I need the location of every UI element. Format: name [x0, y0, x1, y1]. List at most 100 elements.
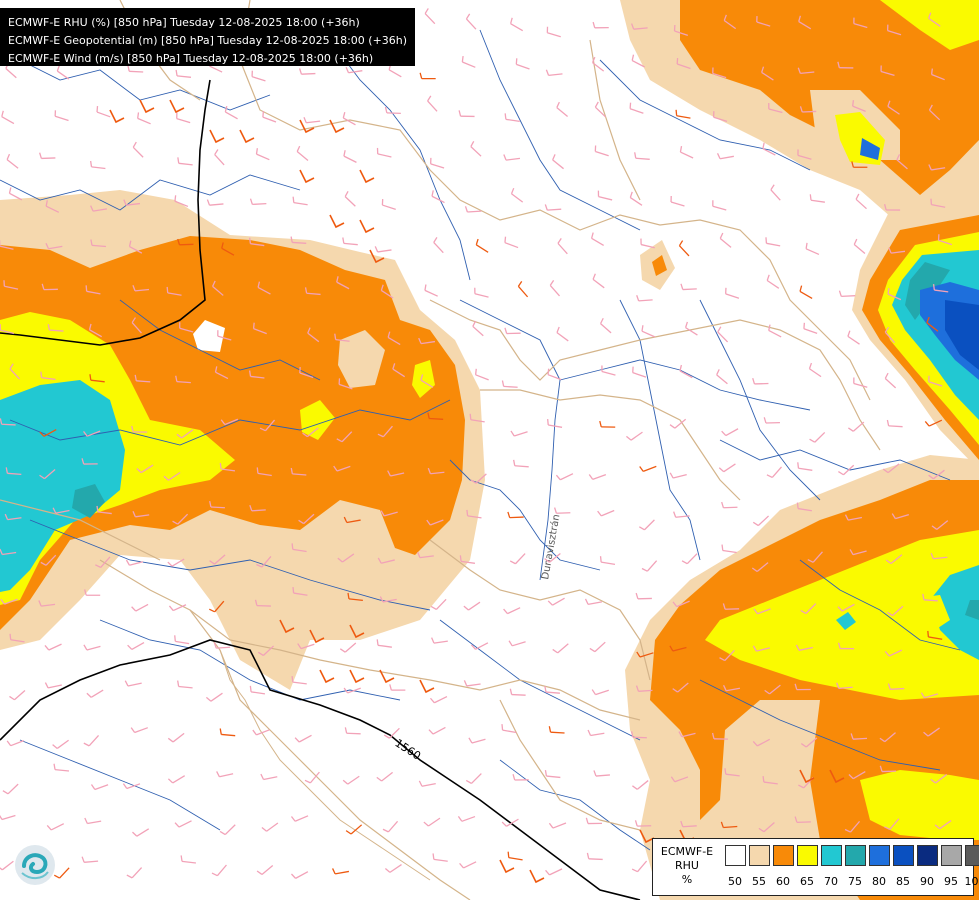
wind-barb [812, 551, 823, 563]
wind-barb [0, 245, 14, 250]
legend-level-label: 70 [824, 875, 838, 888]
wind-barb [936, 520, 949, 530]
wind-barb [756, 21, 771, 27]
wind-barb [713, 116, 728, 123]
wind-barb [474, 293, 489, 298]
wind-barb [430, 519, 444, 526]
wind-barb [591, 237, 604, 247]
wind-barb-feather [844, 514, 849, 521]
wind-barb [556, 332, 569, 342]
wind-barb-feather [501, 724, 504, 731]
wind-barb-feather [427, 412, 430, 419]
wind-barb [637, 860, 648, 873]
wind-barb [84, 860, 99, 863]
wind-barb [9, 368, 20, 380]
wind-barb [131, 322, 142, 334]
wind-barb [377, 249, 392, 253]
wind-barb [674, 30, 689, 36]
wind-barb [670, 201, 685, 207]
wind-barb-feather [224, 105, 228, 113]
wind-barb-feather [547, 418, 549, 426]
wind-barb [797, 507, 813, 512]
wind-barb [601, 509, 615, 517]
wind-barb [178, 162, 193, 166]
wind-barb [134, 727, 149, 734]
wind-barb [723, 463, 736, 473]
wind-barb-feather [927, 630, 930, 637]
wind-barb-feather [419, 72, 423, 79]
wind-barb [214, 600, 225, 613]
wind-barb [505, 157, 521, 161]
wind-barb-feather [0, 548, 3, 555]
wind-barb [216, 864, 227, 877]
wind-barb-feather [430, 605, 437, 610]
wind-barb-feather [53, 874, 60, 879]
title-rhu: ECMWF-E RHU (%) [850 hPa] Tuesday 12-08-… [8, 16, 360, 29]
wind-barb-feather [591, 689, 597, 695]
wind-barb [550, 731, 565, 734]
wind-barb-feather [6, 740, 12, 747]
wind-barb-feather [636, 295, 640, 302]
wind-barb [250, 375, 265, 379]
wind-barb [725, 293, 740, 299]
legend-title: ECMWF-E RHU % [655, 845, 719, 887]
wind-barb [676, 115, 691, 119]
wind-barb [890, 554, 903, 565]
wind-barb-feather [219, 830, 226, 836]
wind-barb-feather [681, 560, 688, 565]
legend-title-variable: RHU [675, 859, 699, 872]
rhu-legend: ECMWF-E RHU % 50 55 60 65 70 75 80 85 90 95 100 [652, 838, 979, 896]
wind-barb-feather [924, 421, 930, 427]
wind-barb [91, 244, 107, 248]
wind-barb-feather [517, 281, 523, 287]
wind-barb-strong [329, 119, 345, 134]
wind-barb [847, 335, 860, 345]
wind-barb-feather [852, 100, 855, 107]
legend-title-unit: % [681, 873, 693, 886]
wind-barb [299, 372, 314, 379]
wind-barb [294, 815, 309, 822]
wind-barb-feather [634, 820, 638, 827]
wind-barb-feather [459, 555, 462, 562]
wind-barb-feather [503, 608, 508, 615]
wind-barb [933, 556, 948, 560]
wind-barb [210, 506, 225, 509]
wind-barb-feather [805, 242, 808, 249]
borders-layer [0, 0, 881, 900]
humidity-field-southeast [625, 455, 979, 900]
wind-barb-feather [510, 430, 515, 437]
wind-barb [214, 554, 226, 565]
wind-barb [843, 464, 855, 476]
wind-barb-feather [81, 458, 85, 465]
wind-barb [557, 242, 568, 255]
wind-barb-feather [631, 868, 638, 873]
wind-barb-feather [721, 544, 724, 551]
wind-barb-feather [556, 101, 560, 108]
wind-barb-feather [131, 425, 134, 432]
wind-barb-feather [764, 689, 770, 695]
wind-barb [88, 735, 100, 747]
wind-barb-feather [465, 13, 471, 20]
wind-barb [674, 418, 687, 429]
wind-barb-feather [669, 424, 676, 429]
wind-barb-feather [257, 281, 261, 288]
wind-barb [638, 299, 653, 302]
wind-barb [1, 860, 14, 871]
wind-barb-strong [239, 129, 255, 144]
wind-barb-feather [136, 468, 142, 474]
wind-barb-feather [465, 779, 472, 784]
wind-barb [853, 737, 868, 740]
wind-barb-feather [86, 692, 92, 698]
wind-barb-feather [507, 511, 511, 518]
wind-barb-feather [592, 21, 596, 28]
wind-barb [10, 639, 25, 643]
wind-barb-feather [762, 142, 765, 149]
wind-barb [168, 471, 181, 481]
wind-barb-feather [376, 776, 382, 782]
wind-barb-feather [512, 774, 516, 781]
wind-barb [766, 242, 781, 247]
wind-barb-feather [220, 419, 226, 425]
wind-barb [388, 69, 402, 78]
wind-barb-feather [123, 199, 127, 206]
wind-barb [880, 70, 895, 77]
